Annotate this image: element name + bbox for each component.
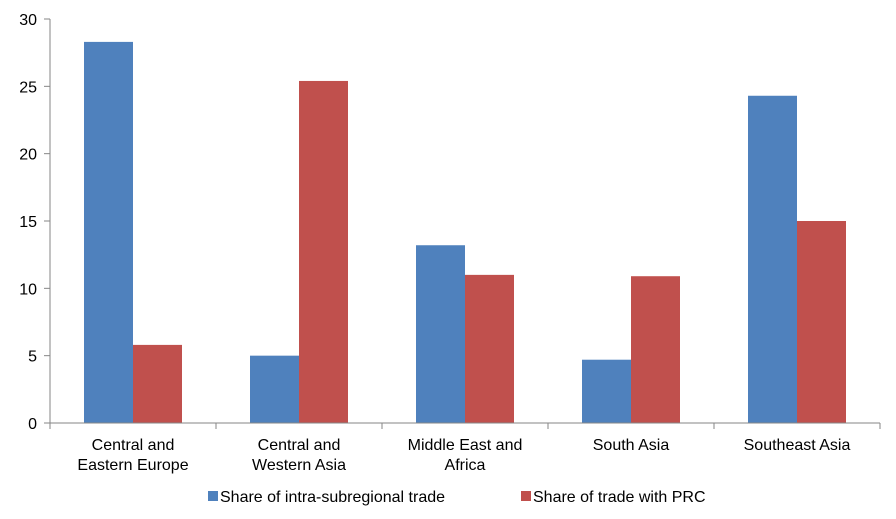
bars bbox=[84, 41, 846, 424]
x-category-label-line: Southeast Asia bbox=[744, 437, 851, 454]
x-category-label: South Asia bbox=[593, 437, 670, 454]
bar bbox=[250, 355, 299, 423]
y-tick-label: 15 bbox=[19, 214, 37, 231]
legend-swatch bbox=[208, 491, 218, 501]
x-category-label-line: South Asia bbox=[593, 437, 670, 454]
x-category-label-line: Africa bbox=[445, 457, 486, 474]
bar bbox=[748, 95, 797, 423]
x-category-label: Central and Western Asia bbox=[252, 437, 346, 474]
x-category-label-line: Central and bbox=[258, 437, 341, 454]
legend-label: Share of trade with PRC bbox=[533, 489, 706, 506]
y-tick-label: 20 bbox=[19, 147, 37, 164]
bar bbox=[631, 276, 680, 423]
x-category-label-line: Western Asia bbox=[252, 457, 346, 474]
x-category-label: Middle East and Africa bbox=[408, 437, 523, 474]
y-tick-label: 25 bbox=[19, 79, 37, 96]
bar bbox=[582, 359, 631, 423]
legend-swatch bbox=[521, 491, 531, 501]
bar bbox=[84, 41, 133, 423]
x-category-label-line: Central and bbox=[92, 437, 175, 454]
legend-label: Share of intra-subregional trade bbox=[220, 489, 445, 506]
y-tick-label: 10 bbox=[19, 281, 37, 298]
y-tick-label: 0 bbox=[28, 416, 37, 433]
x-axis: Central and Eastern Europe Central and West… bbox=[49, 422, 881, 474]
y-tick-label: 5 bbox=[28, 349, 37, 366]
bar bbox=[133, 344, 182, 423]
y-tick-label: 30 bbox=[19, 12, 37, 29]
x-category-label-line: Eastern Europe bbox=[77, 457, 188, 474]
x-category-label-line: Middle East and bbox=[408, 437, 523, 454]
bar bbox=[465, 274, 514, 423]
bar bbox=[416, 245, 465, 423]
y-axis: 0 5 10 15 20 25 30 bbox=[19, 12, 51, 433]
bar bbox=[299, 80, 348, 424]
x-category-label: Central and Eastern Europe bbox=[77, 437, 188, 474]
legend: Share of intra-subregional trade Share of… bbox=[208, 489, 706, 506]
x-category-label: Southeast Asia bbox=[744, 437, 851, 454]
bar bbox=[797, 221, 846, 423]
